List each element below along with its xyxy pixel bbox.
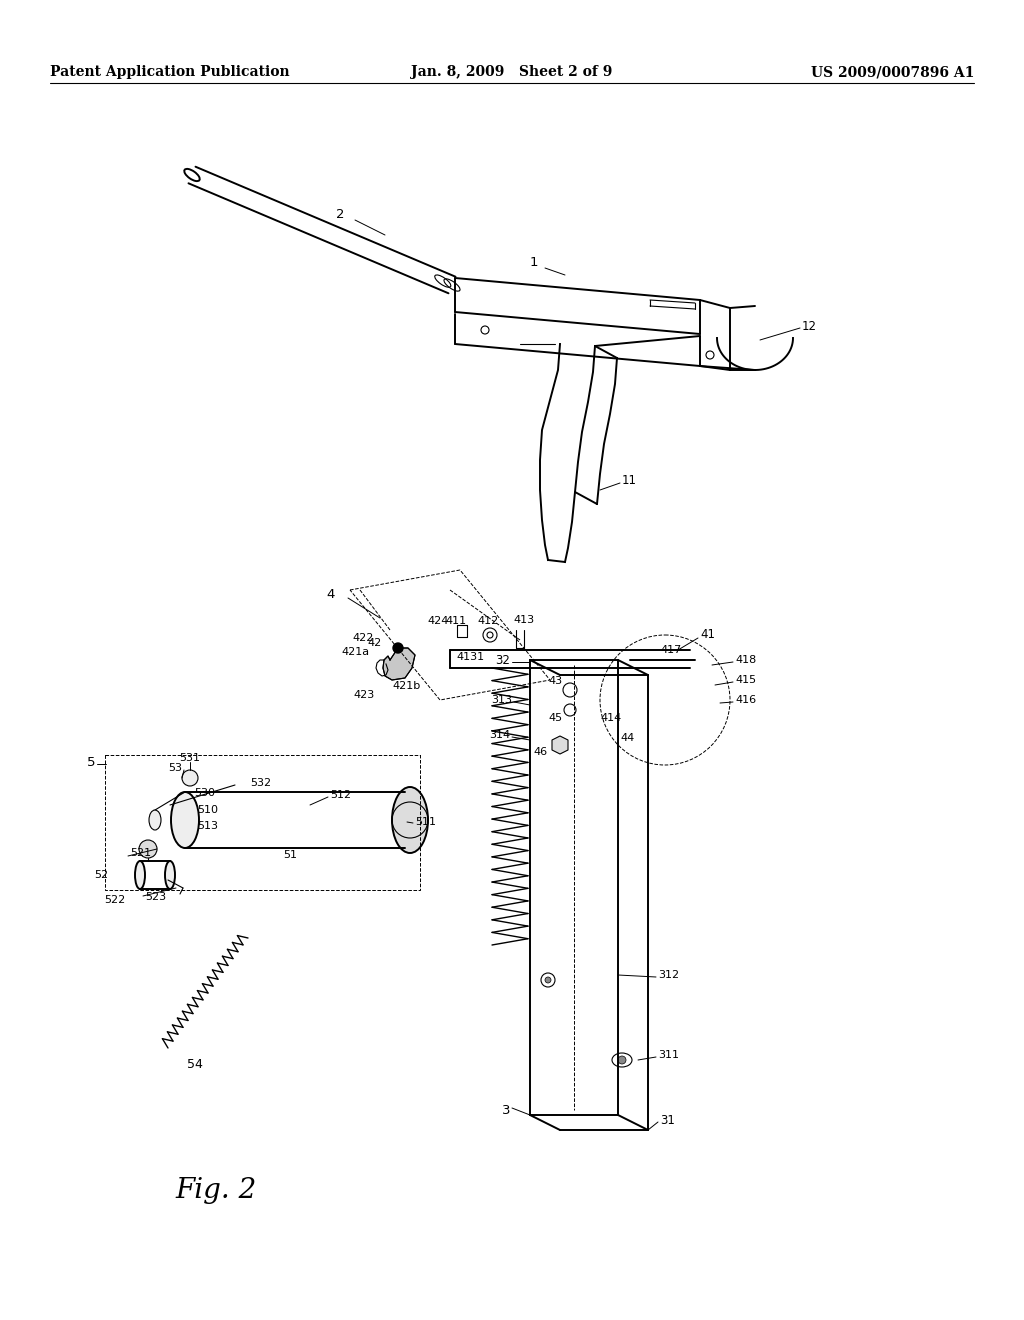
Ellipse shape — [150, 810, 161, 830]
Text: 53: 53 — [168, 763, 182, 774]
Text: 415: 415 — [735, 675, 756, 685]
Text: 43: 43 — [549, 676, 563, 686]
Ellipse shape — [392, 787, 428, 853]
Text: 4131: 4131 — [456, 652, 484, 663]
Text: 46: 46 — [534, 747, 548, 756]
Polygon shape — [552, 737, 568, 754]
Text: 51: 51 — [283, 850, 297, 861]
Text: 424: 424 — [427, 616, 449, 626]
Text: 512: 512 — [330, 789, 351, 800]
Text: 31: 31 — [660, 1114, 675, 1126]
Text: 311: 311 — [658, 1049, 679, 1060]
Text: 413: 413 — [513, 615, 535, 624]
Text: Jan. 8, 2009   Sheet 2 of 9: Jan. 8, 2009 Sheet 2 of 9 — [412, 65, 612, 79]
Text: 510: 510 — [197, 805, 218, 814]
Text: 313: 313 — [490, 696, 512, 705]
Text: US 2009/0007896 A1: US 2009/0007896 A1 — [811, 65, 974, 79]
Text: 42: 42 — [368, 638, 382, 648]
Text: 416: 416 — [735, 696, 756, 705]
Text: 531: 531 — [179, 752, 201, 763]
Circle shape — [393, 643, 403, 653]
Text: 523: 523 — [145, 892, 166, 902]
Text: 530: 530 — [194, 788, 215, 799]
Text: 41: 41 — [700, 627, 715, 640]
Text: 532: 532 — [250, 777, 271, 788]
Text: 412: 412 — [477, 616, 499, 626]
Text: 414: 414 — [600, 713, 622, 723]
Ellipse shape — [165, 861, 175, 888]
Text: 3: 3 — [502, 1104, 510, 1117]
Polygon shape — [383, 648, 415, 680]
Text: 411: 411 — [445, 616, 467, 626]
Text: 421a: 421a — [342, 647, 370, 657]
Circle shape — [139, 840, 157, 858]
Text: 54: 54 — [187, 1059, 203, 1072]
Text: 11: 11 — [622, 474, 637, 487]
Text: 312: 312 — [658, 970, 679, 979]
Text: Patent Application Publication: Patent Application Publication — [50, 65, 290, 79]
Text: 1: 1 — [530, 256, 539, 268]
Text: 314: 314 — [488, 730, 510, 741]
Text: Fig. 2: Fig. 2 — [175, 1176, 256, 1204]
Circle shape — [182, 770, 198, 785]
Text: 511: 511 — [415, 817, 436, 828]
Text: 52: 52 — [94, 870, 108, 880]
Text: 522: 522 — [104, 895, 126, 906]
Text: 4: 4 — [327, 587, 335, 601]
Text: 418: 418 — [735, 655, 757, 665]
Text: 45: 45 — [549, 713, 563, 723]
Text: 5: 5 — [86, 755, 95, 768]
Circle shape — [545, 977, 551, 983]
Text: 423: 423 — [353, 690, 375, 700]
Text: 417: 417 — [660, 645, 681, 655]
Ellipse shape — [171, 792, 199, 847]
Ellipse shape — [135, 861, 145, 888]
Text: 2: 2 — [336, 209, 344, 222]
Text: 521: 521 — [130, 847, 152, 858]
Text: 12: 12 — [802, 319, 817, 333]
Text: 421b: 421b — [392, 681, 420, 690]
Circle shape — [618, 1056, 626, 1064]
Text: 513: 513 — [197, 821, 218, 832]
Text: 44: 44 — [620, 733, 634, 743]
Text: 32: 32 — [496, 653, 510, 667]
Text: 422: 422 — [352, 634, 374, 643]
